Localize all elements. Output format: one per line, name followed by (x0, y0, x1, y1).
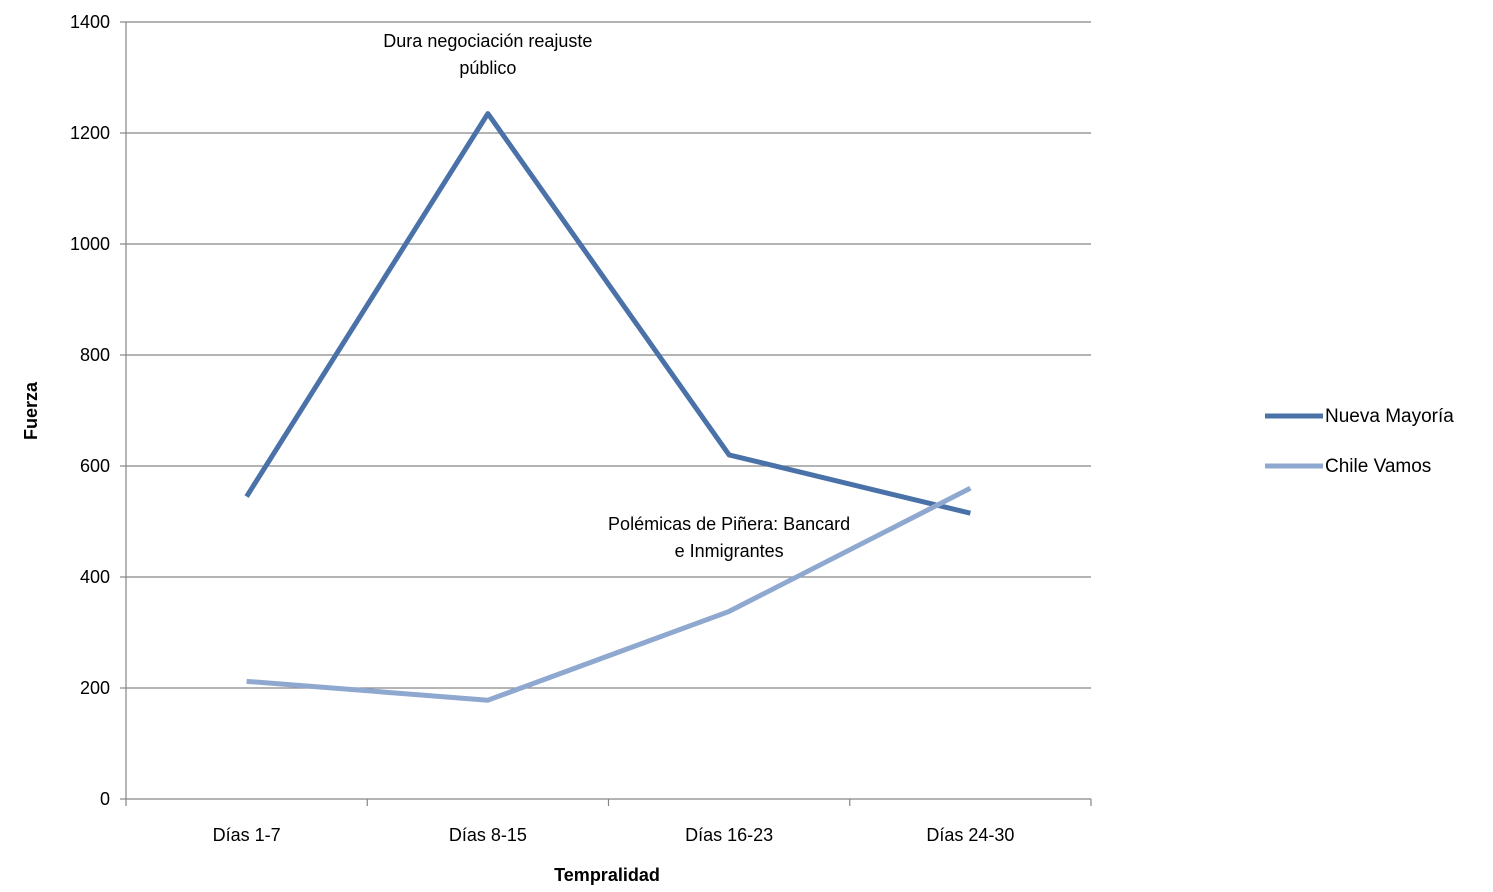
annotation-1-line-0: Polémicas de Piñera: Bancard (608, 514, 850, 534)
axes: 0 200 400 600 800 1000 1200 1400 Días 1-7 Días 8-… (70, 12, 1092, 845)
x-tick-label-dias-1-7: Días 1-7 (213, 825, 281, 845)
legend-label-nueva-mayoria: Nueva Mayoría (1325, 406, 1454, 427)
x-axis-title: Tempralidad (554, 865, 660, 885)
legend-item-nueva-mayoria: Nueva Mayoría (1265, 406, 1454, 427)
y-tick-label-200: 200 (80, 678, 110, 698)
y-tick-label-0: 0 (100, 789, 110, 809)
annotation-0-line-0: Dura negociación reajuste (383, 31, 592, 51)
y-axis-title: Fuerza (21, 381, 41, 440)
y-tick-label-1400: 1400 (70, 12, 110, 32)
y-tick-label-1200: 1200 (70, 123, 110, 143)
y-tick-label-600: 600 (80, 456, 110, 476)
x-tick-label-dias-8-15: Días 8-15 (449, 825, 527, 845)
annotation-1: Polémicas de Piñera: Bancard e Inmigrante… (608, 514, 850, 561)
annotation-0-line-1: público (459, 58, 516, 78)
annotations: Dura negociación reajuste público Polémica… (383, 31, 850, 561)
series-line-chile-vamos (246, 485, 972, 703)
annotation-0: Dura negociación reajuste público (383, 31, 592, 78)
series-lines (244, 111, 972, 703)
y-tick-label-400: 400 (80, 567, 110, 587)
annotation-1-line-1: e Inmigrantes (675, 541, 784, 561)
y-tick-label-1000: 1000 (70, 234, 110, 254)
gridlines (126, 21, 1091, 689)
y-tick-label-800: 800 (80, 345, 110, 365)
series-line-nueva-mayoria (244, 111, 971, 516)
x-tick-label-dias-24-30: Días 24-30 (926, 825, 1014, 845)
legend-label-chile-vamos: Chile Vamos (1325, 456, 1431, 477)
legend-item-chile-vamos: Chile Vamos (1265, 456, 1431, 477)
x-tick-label-dias-16-23: Días 16-23 (685, 825, 773, 845)
legend: Nueva Mayoría Chile Vamos (1265, 406, 1454, 477)
